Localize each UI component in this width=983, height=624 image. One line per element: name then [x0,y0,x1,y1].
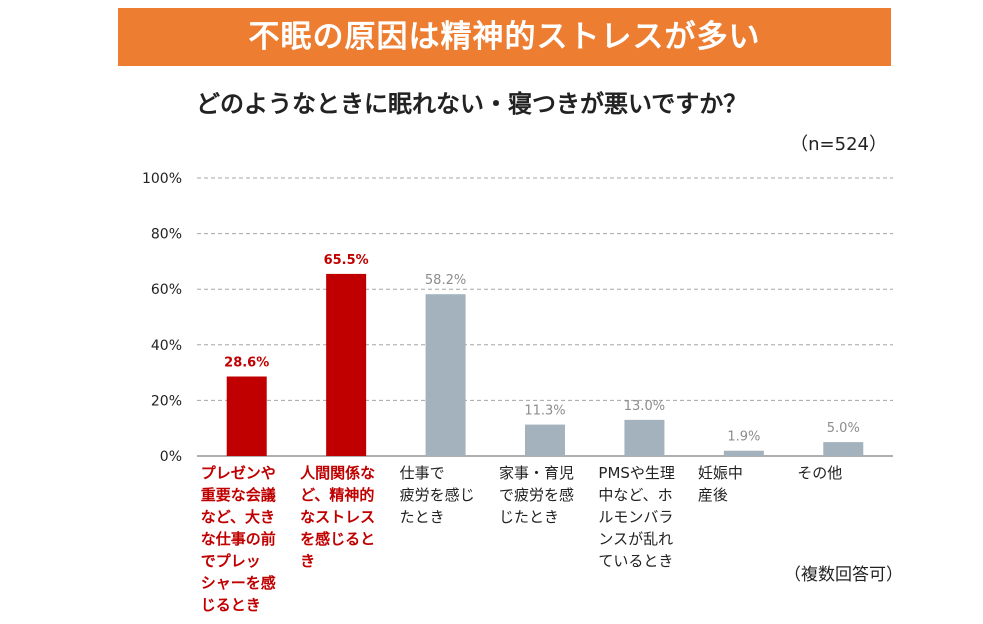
category-label: PMSや生理 中など、ホルモンバランスが乱れているとき [598,462,690,572]
category-label-line: ルモンバラ [598,508,674,526]
y-tick-label: 80% [151,227,182,243]
category-label-line: ど、精神的 [300,486,375,504]
category-label-line: 妊娠中 [697,464,743,482]
category-label-line: たとき [399,508,445,526]
y-tick-label: 0% [160,449,182,465]
banner-title: 不眠の原因は精神的ストレスが多い [248,19,761,55]
data-label: 28.6% [224,355,269,370]
category-label: 仕事で疲労を感じたとき [400,462,492,528]
bar-4 [525,424,565,456]
bar-5 [624,419,665,456]
y-tick-label: 60% [151,282,182,298]
category-label-line: 疲労を感じ [399,486,475,504]
category-label-line: PMSや生理 [598,464,675,482]
data-label: 5.0% [827,421,860,436]
y-tick-label: 40% [151,338,182,354]
category-label-line: で疲労を感 [499,486,575,504]
footnote: （複数回答可） [784,565,903,585]
bar-2 [326,273,367,456]
category-label: 妊娠中 産後 [698,462,790,506]
category-label-line: じるとき [200,596,261,614]
category-label-line: じたとき [499,508,560,526]
data-label: 13.0% [624,399,665,414]
survey-question: どのようなときに眠れない・寝つきが悪いですか？ [196,90,748,118]
data-label: 58.2% [425,273,466,288]
category-label-line: なストレス [300,508,376,526]
category-label-line: き [300,552,316,570]
y-tick-label: 100% [142,171,182,187]
sample-size: （n=524） [790,134,887,155]
category-label-line: シャーを感 [200,574,276,592]
category-label-line: 産後 [697,486,728,504]
category-label-line: ているとき [598,552,674,570]
category-label-line: 中など、ホ [598,486,673,504]
category-label-line: 重要な会議 [200,486,276,504]
y-tick-label: 20% [151,393,182,409]
bar-7 [823,442,864,456]
category-label-line: ンスが乱れ [598,530,674,548]
data-label: 11.3% [524,404,565,419]
bar-3 [425,294,466,456]
category-label: プレゼンや重要な会議など、大きな仕事の前でプレッシャーを感じるとき [201,462,293,616]
category-label: その他 [797,462,889,484]
category-label-line: な仕事の前 [200,530,276,548]
category-label-line: 家事・育児 [499,464,575,482]
title-banner: 不眠の原因は精神的ストレスが多い [118,8,891,66]
category-label-line: プレゼンや [200,464,276,482]
bar-6 [723,450,764,456]
category-label-line: その他 [797,464,843,482]
category-label-line: 仕事で [399,464,445,482]
category-label-line: でプレッ [200,552,261,570]
category-label: 家事・育児で疲労を感じたとき [499,462,591,528]
data-label: 65.5% [324,253,369,268]
category-label-line: など、大き [200,508,275,526]
category-label-line: 人間関係な [300,464,376,482]
category-label: 人間関係など、精神的なストレスを感じるとき [300,462,392,572]
bar-1 [226,376,267,456]
data-label: 1.9% [727,430,760,445]
category-label-line: を感じると [300,530,376,548]
